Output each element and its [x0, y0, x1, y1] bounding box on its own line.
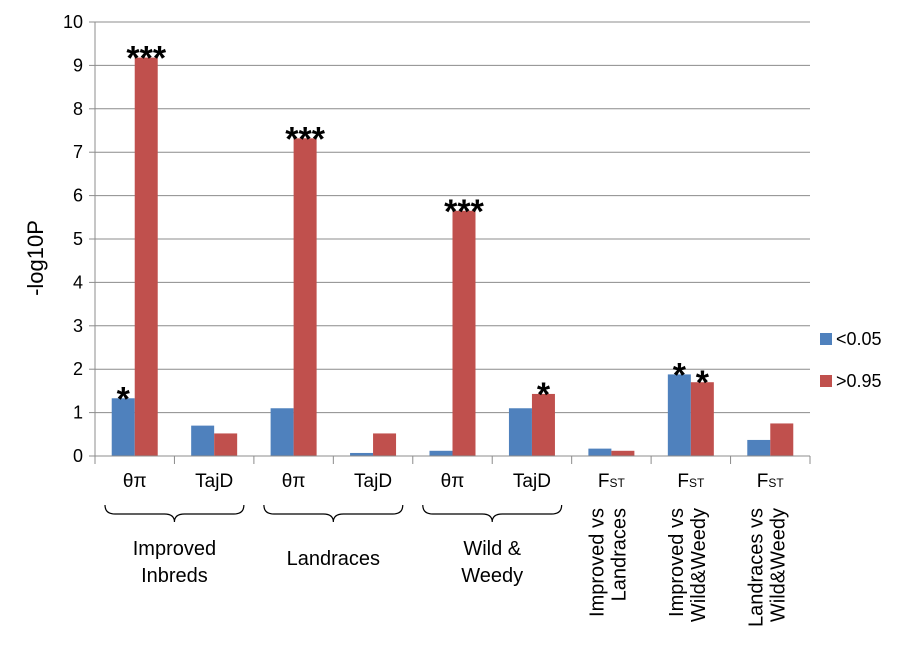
group-brace [263, 504, 404, 523]
y-tick-label: 7 [73, 142, 83, 162]
legend-label: >0.95 [836, 371, 882, 391]
x-tick-label: θπ [282, 471, 306, 492]
y-axis-label: -log10P [23, 220, 48, 296]
bar-series2-2 [214, 433, 238, 456]
bar-series1-1 [111, 398, 135, 456]
group-brace [422, 504, 563, 523]
legend: <0.05 >0.95 [820, 329, 882, 391]
y-tick-label: 4 [73, 272, 83, 292]
legend-label: <0.05 [836, 329, 882, 349]
y-tick-label: 1 [73, 403, 83, 423]
significance-star: * [673, 356, 687, 394]
group-labels: Improved Inbreds Landraces Wild & Weedy Impro… [104, 504, 789, 627]
significance-annotations: ************ * [117, 40, 710, 419]
bar-series1-9 [747, 439, 771, 456]
group-brace [104, 504, 245, 523]
x-tick-label: θπ [441, 471, 465, 492]
bar-series2-7 [611, 450, 635, 456]
bar-series1-8 [667, 374, 691, 456]
x-tick-label-subscript: ST [610, 476, 626, 490]
x-axis-labels: θπ TajD θπ TajD θπ TajD FST FST FST [123, 471, 785, 492]
bar-series2-3 [293, 138, 317, 456]
comparison-label: Improved vs [666, 508, 688, 617]
axes [94, 22, 811, 464]
bar-series2-9 [770, 423, 794, 456]
x-tick-label: TajD [354, 471, 392, 492]
bar-series2-1 [134, 57, 158, 456]
bar-series1-2 [191, 425, 215, 456]
group-label: Weedy [461, 565, 523, 587]
significance-star: * [537, 376, 551, 414]
x-tick-label-subscript: ST [689, 476, 705, 490]
x-tick-label: FST [677, 471, 705, 492]
bar-series1-6 [508, 408, 532, 456]
x-tick-label: θπ [123, 471, 147, 492]
bar-series1-4 [350, 452, 374, 456]
x-tick-label: FST [598, 471, 626, 492]
y-tick-label: 2 [73, 359, 83, 379]
y-tick-label: 10 [63, 12, 83, 32]
bar-series2-6 [531, 393, 555, 456]
bar-series2-5 [452, 210, 476, 456]
significance-star: * [696, 364, 710, 402]
comparison-label: Improved vs [586, 508, 608, 617]
bar-series1-3 [270, 408, 294, 456]
group-label: Inbreds [141, 565, 208, 587]
x-tick-label: TajD [513, 471, 551, 492]
x-tick-label: FST [757, 471, 785, 492]
y-tick-label: 6 [73, 186, 83, 206]
group-label: Landraces [287, 548, 380, 570]
y-tick-label: 8 [73, 99, 83, 119]
comparison-label: Wild&Weedy [767, 508, 789, 622]
comparison-label: Landraces [608, 508, 630, 601]
bars [111, 57, 794, 456]
y-axis-ticks: 0 1 2 3 4 5 6 7 8 9 10 [63, 12, 95, 466]
group-label: Wild & [463, 538, 521, 560]
significance-star: *** [285, 120, 325, 158]
bar-series2-4 [373, 433, 397, 456]
legend-swatch [820, 375, 832, 387]
y-tick-label: 3 [73, 316, 83, 336]
comparison-label: Landraces vs [745, 508, 767, 627]
bar-series1-5 [429, 450, 453, 456]
bar-series1-7 [588, 448, 612, 456]
y-tick-label: 0 [73, 446, 83, 466]
significance-star: *** [444, 193, 484, 231]
x-tick-label-subscript: ST [768, 476, 784, 490]
group-label: Improved [133, 538, 216, 560]
bar-series2-8 [690, 382, 714, 456]
y-tick-label: 9 [73, 55, 83, 75]
significance-star: * [117, 380, 131, 418]
x-tick-label: TajD [195, 471, 233, 492]
y-tick-label: 5 [73, 229, 83, 249]
legend-swatch [820, 333, 832, 345]
significance-star: *** [126, 40, 166, 78]
comparison-label: Wild&Weedy [688, 508, 710, 622]
